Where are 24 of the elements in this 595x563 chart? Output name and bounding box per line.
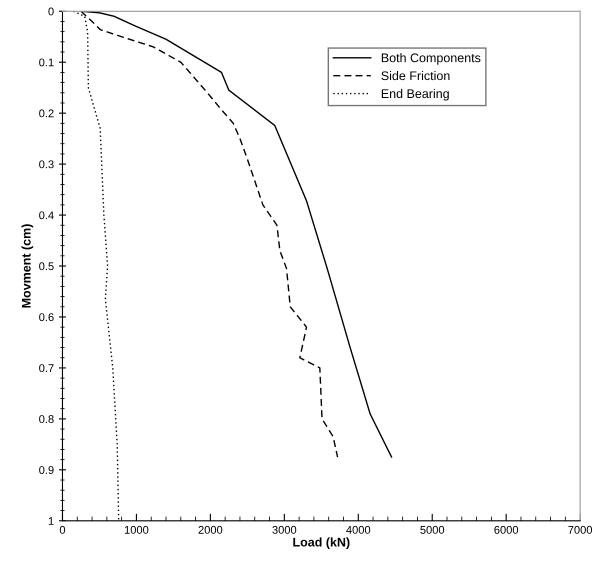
x-tick-label: 3000 [272,526,296,534]
y-tick-label: 0.6 [39,313,54,322]
x-tick-label: 0 [60,526,66,534]
legend-label: End Bearing [382,88,449,101]
y-tick-label: 0 [48,8,54,16]
x-tick-label: 7000 [568,526,592,534]
y-tick-label: 0.2 [39,109,54,118]
x-tick-label: 2000 [198,526,222,534]
y-tick-label: 1 [48,517,54,525]
x-axis-title: Load (kN) [293,537,350,550]
x-tick-label: 5000 [420,526,444,534]
y-tick-label: 0.3 [39,160,54,168]
x-tick-label: 4000 [346,526,370,534]
y-tick-label: 0.4 [39,211,54,220]
y-tick-label: 0.8 [39,415,54,424]
legend-label: Both Components [382,53,480,65]
y-tick-label: 0.1 [39,58,54,66]
y-tick-label: 0.7 [39,364,54,372]
x-tick-label: 1000 [124,526,148,534]
y-tick-label: 0.9 [39,466,54,474]
y-tick-label: 0.5 [39,262,54,270]
x-tick-label: 6000 [494,526,518,534]
legend-label: Side Friction [381,70,450,80]
y-axis-title: Movment (cm) [21,224,34,308]
